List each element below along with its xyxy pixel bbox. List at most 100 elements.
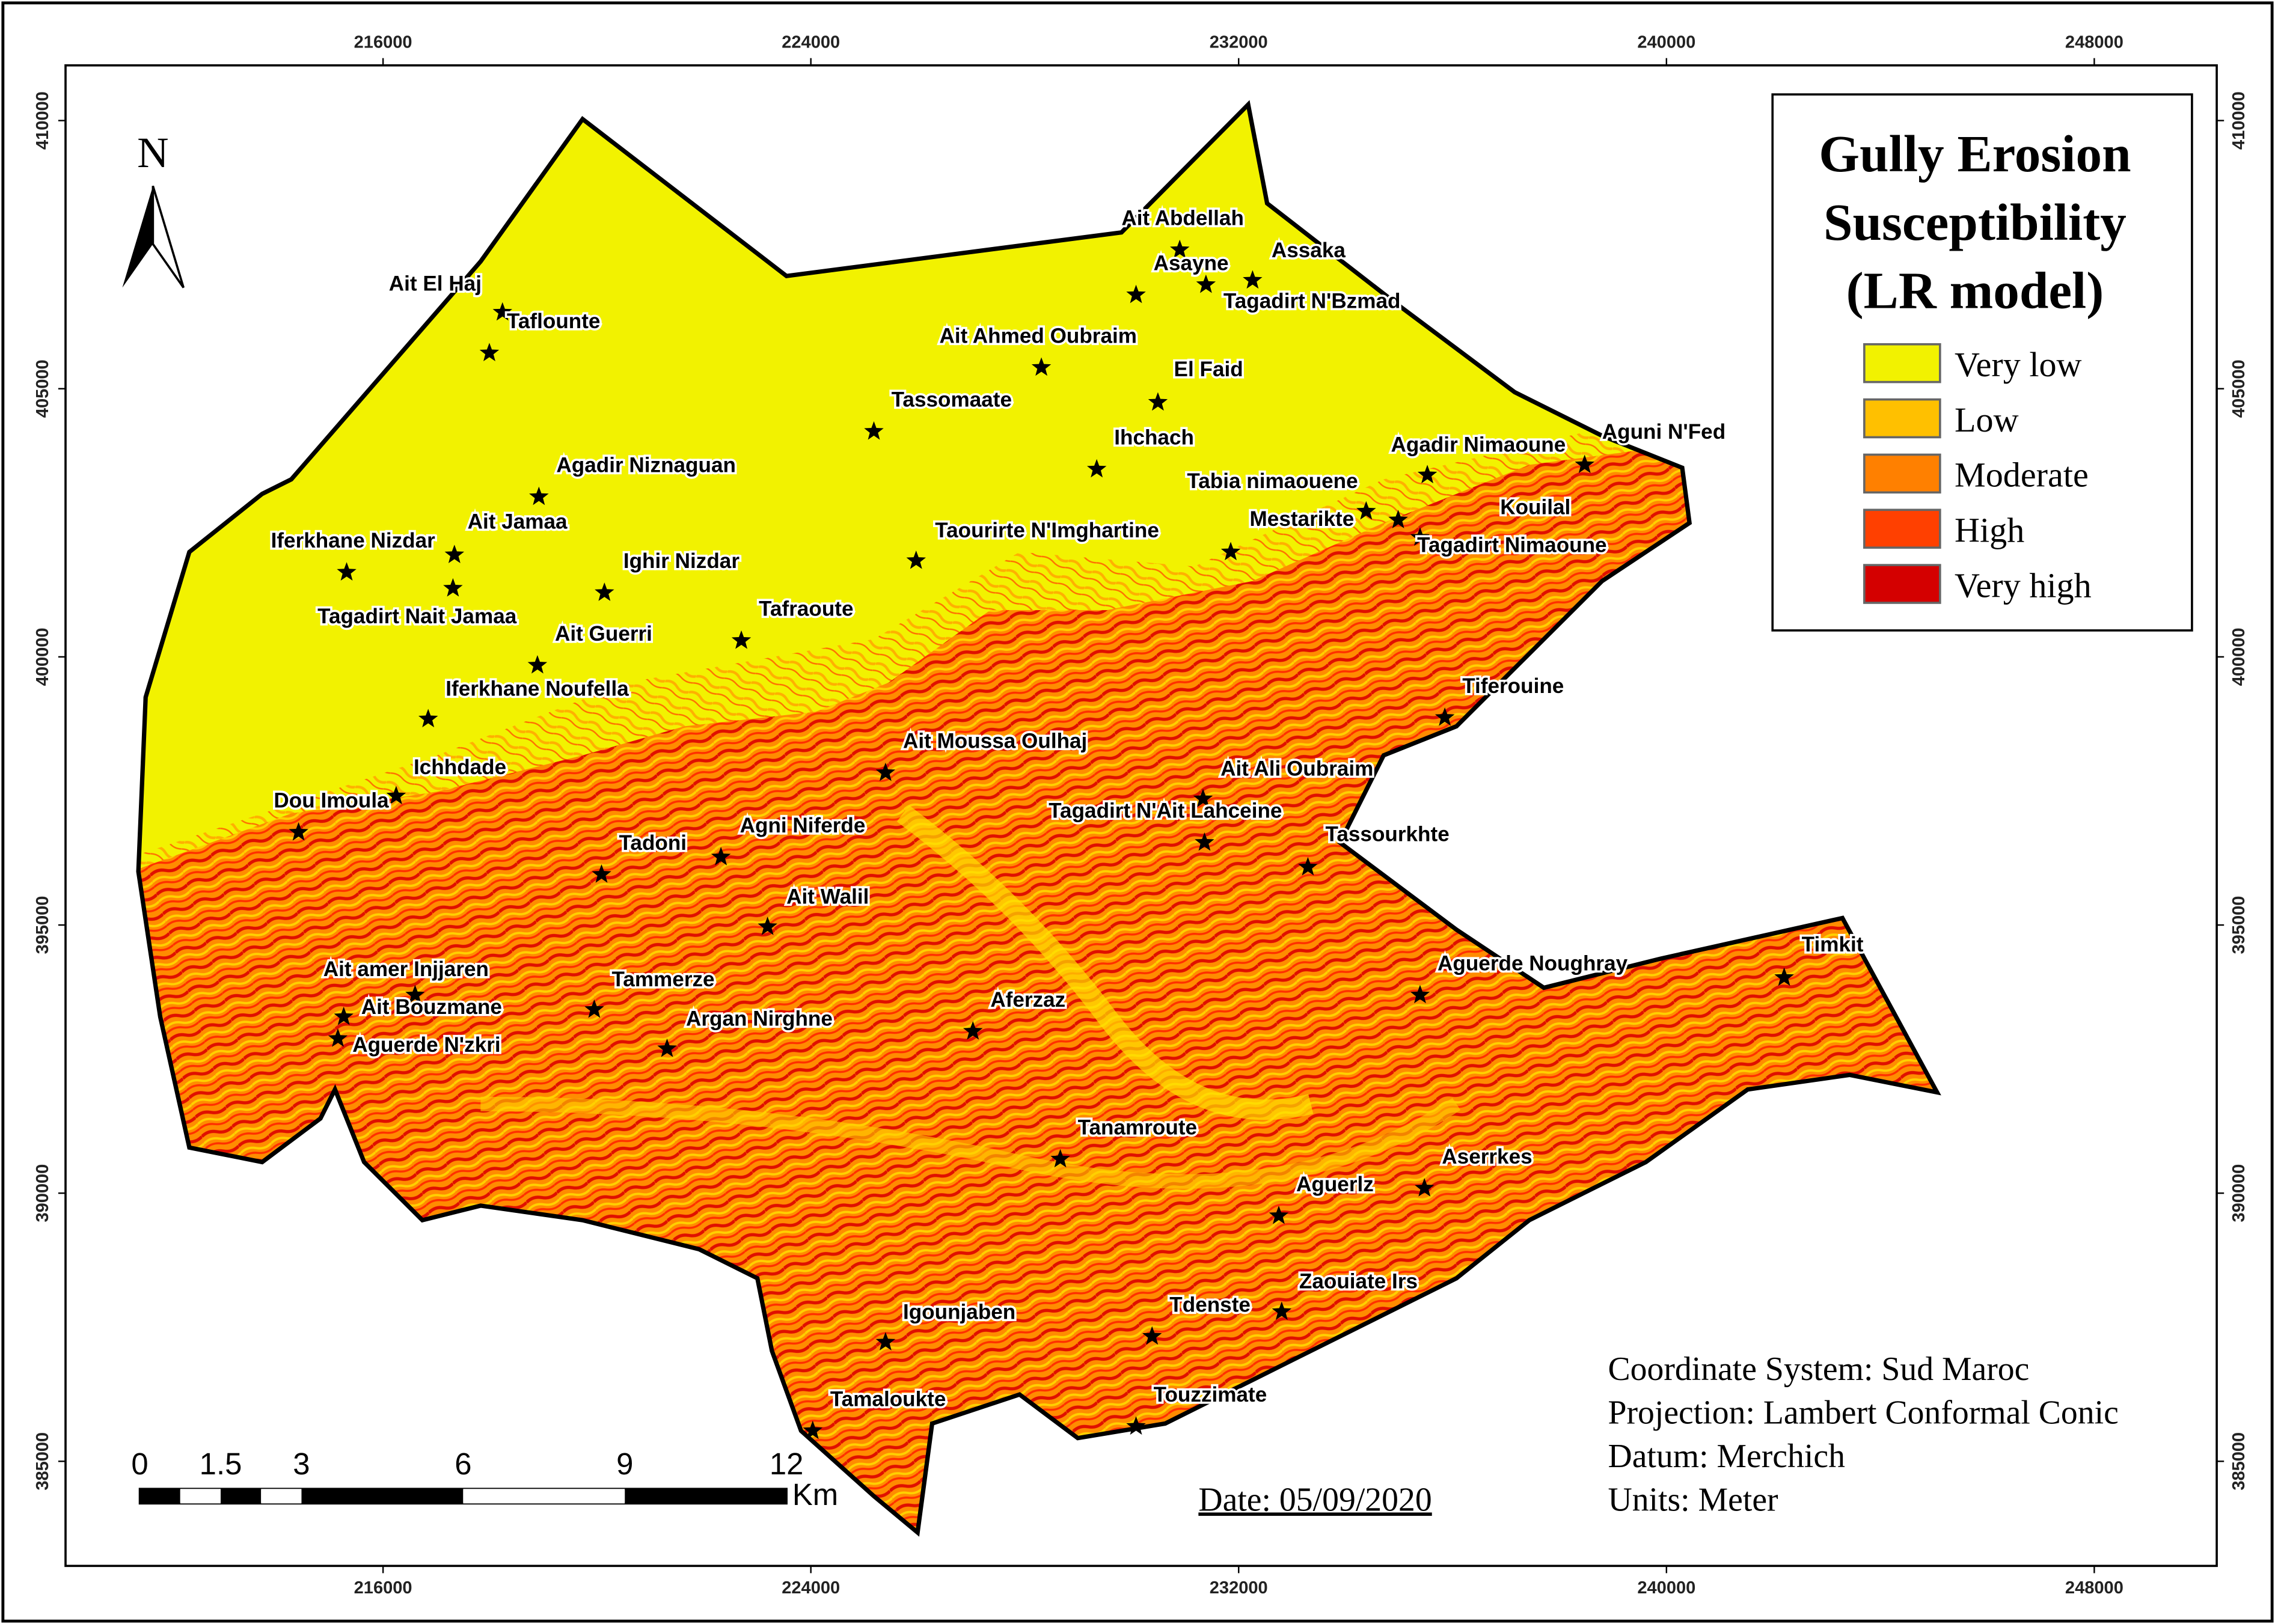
scale-bar-segment <box>463 1489 625 1504</box>
village-star <box>1193 789 1213 808</box>
legend-swatch <box>1863 453 1941 494</box>
village-star <box>337 562 357 581</box>
scale-bar-segment <box>261 1489 302 1504</box>
place-label: Tanamroute <box>1078 1116 1197 1140</box>
legend-swatch <box>1863 564 1941 604</box>
scale-bar-label: 6 <box>455 1447 471 1481</box>
place-label: Ichhdade <box>414 756 506 779</box>
place-label: Ait Walil <box>786 885 869 908</box>
place-label: Iferkhane Noufella <box>446 677 629 701</box>
map-info-line: Projection: Lambert Conformal Conic <box>1608 1394 2118 1432</box>
scale-bar-label: 1.5 <box>200 1447 242 1481</box>
village-star <box>1388 510 1408 528</box>
village-star <box>527 655 548 674</box>
village-star <box>1050 1149 1070 1168</box>
x-tick-label: 232000 <box>1210 33 1268 52</box>
place-label: Mestarikte <box>1250 507 1355 531</box>
legend-title: Susceptibility <box>1823 193 2126 251</box>
village-star <box>1142 1326 1162 1345</box>
village-star <box>1170 239 1190 258</box>
place-label: Ait Abdellah <box>1121 207 1244 230</box>
y-tick-label: 390000 <box>2229 1164 2249 1223</box>
legend-swatch <box>1863 508 1941 549</box>
place-label: Kouilal <box>1500 496 1570 519</box>
map-info: Coordinate System: Sud Maroc Projection: … <box>1608 1351 2118 1518</box>
village-star <box>334 1006 354 1025</box>
x-tick-label: 240000 <box>1637 1578 1695 1598</box>
map-info-line: Coordinate System: Sud Maroc <box>1608 1351 2029 1388</box>
village-star <box>479 343 500 362</box>
village-star <box>529 486 549 505</box>
legend-box <box>1771 93 2193 632</box>
place-label: Argan Nirghne <box>686 1007 833 1030</box>
scale-bar-label: 9 <box>616 1447 633 1481</box>
legend-label: Moderate <box>1955 456 2089 495</box>
village-star <box>1126 1416 1146 1435</box>
x-tick-label: 216000 <box>354 33 412 52</box>
place-label: Ihchach <box>1114 426 1194 450</box>
valley <box>480 1096 1461 1189</box>
scale-bar-segment <box>139 1489 180 1504</box>
place-label: Ait amer Injjaren <box>323 957 489 981</box>
village-star <box>386 786 406 805</box>
village-star <box>1575 454 1594 474</box>
place-label: Tamaloukte <box>830 1388 946 1411</box>
village-star <box>731 630 752 649</box>
place-label: Ighir Nizdar <box>623 549 740 573</box>
place-label: Zaouiate Irs <box>1299 1270 1418 1293</box>
village-star <box>1774 967 1794 986</box>
village-star <box>328 1028 348 1047</box>
place-label: Tadoni <box>619 831 687 855</box>
place-label: Tafraoute <box>759 597 853 621</box>
y-tick-label: 395000 <box>33 896 52 954</box>
place-label: Tassourkhte <box>1326 822 1450 846</box>
place-label: Ait Guerri <box>555 622 652 646</box>
y-tick-label: 400000 <box>2229 628 2249 686</box>
legend-title: (LR model) <box>1846 261 2104 319</box>
place-label: Tagadirt N'Ait Lahceine <box>1049 799 1282 823</box>
study-area-outline <box>136 100 1941 1537</box>
place-label: Igounjaben <box>903 1301 1015 1324</box>
village-star <box>1415 1178 1435 1197</box>
north-label: N <box>137 128 168 177</box>
place-label: Assaka <box>1272 239 1346 262</box>
village-star <box>443 578 463 597</box>
coordinate-ticks: 216000 216000 224000 224000 232000 232000 2400… <box>33 33 2249 1598</box>
place-labels: Ait Abdellah Assaka Asayne Tagadirt N'Bzmad… <box>269 204 1866 1439</box>
map-info-line: Units: Meter <box>1608 1482 1778 1519</box>
village-star <box>1195 832 1214 851</box>
place-label: Aguerlz <box>1296 1173 1374 1196</box>
y-tick-label: 410000 <box>33 91 52 150</box>
map-info-line: Datum: Merchich <box>1608 1438 1845 1475</box>
y-tick-label: 410000 <box>2229 91 2249 150</box>
place-label: Agadir Niznaguan <box>556 454 736 477</box>
village-star <box>492 302 513 321</box>
place-label: Aguni N'Fed <box>1602 420 1725 444</box>
legend-swatch <box>1863 343 1941 383</box>
place-label: Iferkhane Nizdar <box>271 529 436 552</box>
place-label: El Faid <box>1174 358 1243 381</box>
legend-label: High <box>1955 511 2024 550</box>
x-tick-label: 224000 <box>782 33 840 52</box>
village-star <box>758 917 777 935</box>
place-label: Aguerde N'zkri <box>352 1033 500 1057</box>
y-tick-label: 400000 <box>33 628 52 686</box>
village-star <box>289 822 308 841</box>
place-label: Ait Bouzmane <box>361 995 502 1019</box>
legend-title: Gully Erosion <box>1819 124 2131 183</box>
village-star <box>595 582 614 601</box>
y-tick-label: 390000 <box>33 1164 52 1223</box>
village-star <box>864 421 884 440</box>
village-star <box>1126 284 1146 304</box>
place-label: Tagadirt N'Bzmad <box>1223 289 1401 313</box>
x-tick-label: 248000 <box>2065 1578 2123 1598</box>
y-tick-label: 405000 <box>33 359 52 418</box>
village-star <box>1031 357 1052 376</box>
village-star <box>803 1420 823 1439</box>
village-star <box>1298 856 1318 876</box>
x-tick-label: 232000 <box>1210 1578 1268 1598</box>
scale-bar-label: 12 <box>770 1447 804 1481</box>
y-tick-label: 385000 <box>2229 1432 2249 1491</box>
